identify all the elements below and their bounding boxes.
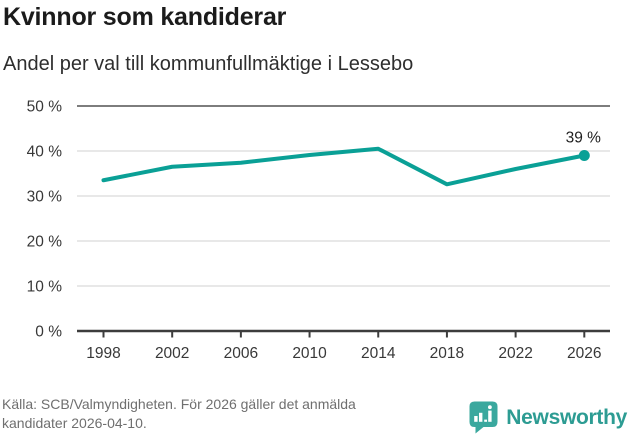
x-axis-label: 2022 bbox=[498, 345, 532, 362]
source-note-line1: Källa: SCB/Valmyndigheten. För 2026 gäll… bbox=[2, 396, 356, 412]
x-axis-label: 2014 bbox=[361, 345, 396, 362]
data-point-marker bbox=[578, 150, 590, 161]
source-note-line2: kandidater 2026-04-10. bbox=[2, 415, 147, 431]
x-axis-label: 2026 bbox=[567, 345, 601, 362]
data-line bbox=[101, 146, 587, 187]
x-axis-label: 2006 bbox=[224, 345, 258, 362]
x-axis-label: 2002 bbox=[155, 345, 189, 362]
y-axis-label: 10 % bbox=[27, 279, 63, 296]
y-axis-label: 50 % bbox=[27, 99, 63, 116]
line-chart: 0 % 10 % 20 % 30 % 40 % 50 % 1998 2002 2006 2010 2… bbox=[0, 90, 631, 380]
source-note: Källa: SCB/Valmyndigheten. För 2026 gäll… bbox=[2, 395, 356, 433]
x-axis-label: 2010 bbox=[292, 345, 327, 362]
y-axis-label: 30 % bbox=[27, 189, 63, 206]
logo-dot bbox=[484, 419, 488, 422]
newsworthy-logo: Newsworthy bbox=[469, 401, 627, 434]
logo-bar-medium bbox=[479, 412, 483, 422]
logo-exclamation-bar bbox=[488, 410, 492, 422]
newsworthy-logo-text: Newsworthy bbox=[506, 405, 627, 429]
x-axis-label: 2018 bbox=[430, 345, 464, 362]
data-point-label: 39 % bbox=[566, 130, 602, 147]
newsworthy-logo-icon bbox=[469, 401, 498, 434]
x-axis-label: 1998 bbox=[86, 345, 120, 362]
y-axis-label: 0 % bbox=[35, 324, 62, 341]
chart-title: Kvinnor som kandiderar bbox=[3, 3, 287, 31]
y-axis-label: 40 % bbox=[27, 144, 63, 161]
line-chart-canvas: 0 % 10 % 20 % 30 % 40 % 50 % 1998 2002 2006 2010 2… bbox=[27, 99, 610, 362]
logo-bar-small bbox=[474, 416, 478, 422]
y-axis-label: 20 % bbox=[27, 234, 63, 251]
chart-subtitle: Andel per val till kommunfullmäktige i L… bbox=[3, 53, 414, 75]
logo-exclamation-dot bbox=[488, 405, 493, 410]
logo-bubble-shape bbox=[469, 401, 498, 434]
